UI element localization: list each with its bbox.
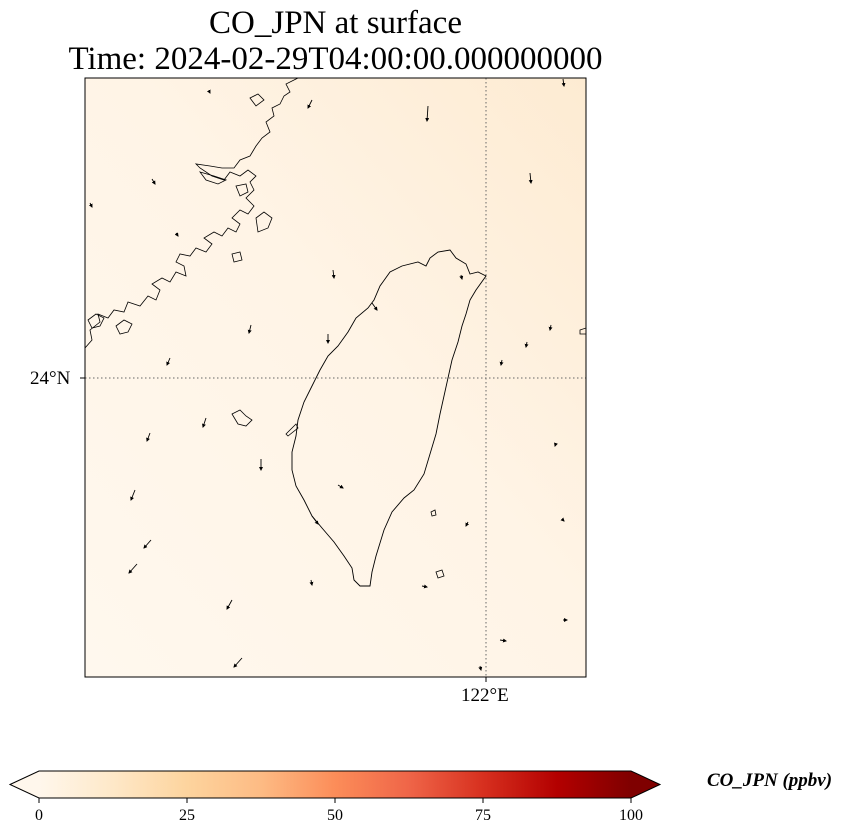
wind-vector [151,178,156,185]
wind-vector [143,539,152,549]
wind-vector [524,341,529,348]
colorbar-tick-label: 25 [179,807,195,824]
colorbar-tick-label: 0 [35,807,43,824]
wind-vector [499,638,507,643]
wind-vector [202,417,207,428]
lat-tick-label: 24°N [30,368,71,389]
wind-vector [174,232,179,237]
wind-vector [421,584,428,589]
penghu-islands [231,409,253,427]
wind-vector [226,599,233,610]
colorbar-extend-high [631,771,660,798]
wind-vector [528,172,533,184]
wind-vector [146,432,151,442]
wind-vector [499,359,504,366]
wind-vector [309,579,314,586]
taiwan-coastline [291,249,487,587]
wind-vector [337,484,344,489]
china-island-5 [235,183,249,197]
wind-vector [307,99,313,109]
colorbar-extend-low [10,771,39,798]
china-island-6 [231,251,243,263]
wind-vector [560,517,565,522]
wind-vector [425,105,430,122]
china-coastline [85,78,299,349]
wind-vector [465,521,470,527]
colorbar-tick-label: 100 [619,807,643,824]
wind-vectors [88,78,568,671]
wind-vector [554,442,558,447]
china-island-1 [87,313,105,329]
china-island-7 [249,93,265,107]
map-title: CO_JPN at surface [209,5,462,41]
china-island-4 [198,171,228,185]
wind-vector [233,657,243,668]
colorbar-tick-label: 50 [327,807,343,824]
colorbar-label: CO_JPN (ppbv) [707,770,833,791]
wind-vector [371,302,378,311]
lon-tick-label: 122°E [461,685,509,706]
colorbar [8,770,662,803]
wind-vector [311,515,319,525]
green-island [430,509,437,517]
map-field [85,78,586,677]
wind-vector [478,665,483,671]
colorbar-gradient [39,771,631,798]
china-island-2 [115,319,133,335]
wind-vector [166,357,171,366]
colorbar-tick-label: 75 [475,807,491,824]
wind-vector [206,89,211,94]
wind-vector [561,78,566,87]
wind-vector [88,202,93,208]
map-subtitle-time: Time: 2024-02-29T04:00:00.000000000 [68,41,603,77]
west-sliver [285,423,299,437]
wind-vector [128,563,138,574]
east-edge-island [579,327,586,335]
wind-vector [331,269,336,279]
wind-vector [247,324,252,334]
wind-vector [130,489,136,501]
wind-vector [548,324,553,331]
orchid-island [435,569,445,579]
wind-vector [459,274,464,280]
china-island-3 [255,211,273,233]
